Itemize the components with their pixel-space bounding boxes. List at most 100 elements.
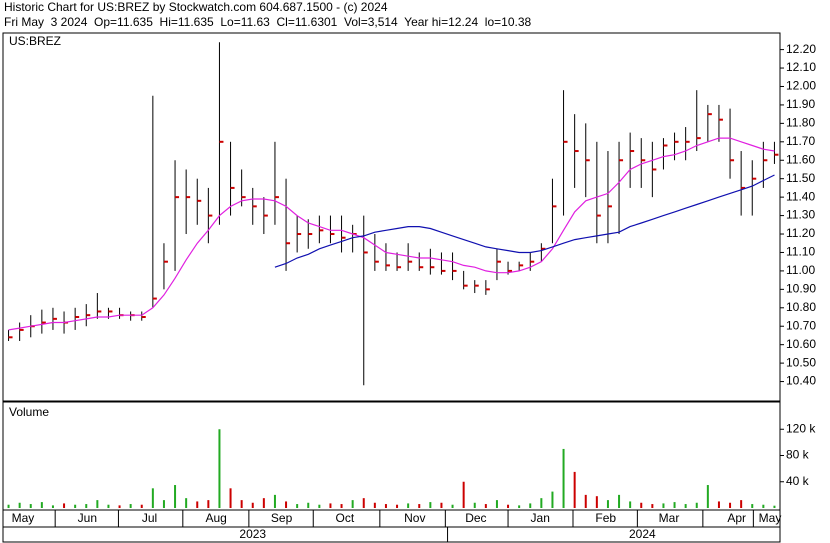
- y-tick-label: 40 k: [786, 474, 810, 488]
- symbol-label: US:BREZ: [9, 34, 61, 48]
- volume-bar: [18, 502, 21, 508]
- volume-bar: [529, 503, 532, 508]
- volume-bar: [329, 503, 332, 508]
- chart-title: Historic Chart for US:BREZ by Stockwatch…: [4, 0, 388, 14]
- volume-bar: [551, 491, 554, 508]
- volume-bar: [440, 502, 443, 508]
- y-tick-label: 11.20: [786, 226, 815, 240]
- x-tick-label: Nov: [404, 511, 425, 525]
- y-tick-label: 11.50: [786, 171, 815, 185]
- x-tick-label: Jun: [78, 511, 97, 525]
- volume-bar: [695, 502, 698, 508]
- volume-bar: [174, 485, 177, 508]
- volume-bar: [85, 504, 88, 508]
- y-tick-label: 11.10: [786, 245, 815, 259]
- volume-bar: [262, 498, 265, 508]
- volume-bar: [773, 505, 776, 508]
- volume-bar: [307, 502, 310, 508]
- volume-bar: [540, 498, 543, 508]
- y-tick-label: 120 k: [786, 421, 816, 435]
- volume-bar: [273, 494, 276, 508]
- volume-bar: [140, 504, 143, 508]
- volume-bar: [318, 504, 321, 508]
- volume-bar: [584, 494, 587, 508]
- volume-bar: [207, 500, 210, 508]
- volume-bar: [218, 429, 221, 508]
- volume-bar: [362, 498, 365, 508]
- volume-bar: [662, 503, 665, 508]
- chart-subtitle: Fri May 3 2024 Op=11.635 Hi=11.635 Lo=11…: [4, 15, 532, 29]
- volume-bar: [573, 471, 576, 508]
- x-tick-label: Apr: [727, 511, 746, 525]
- moving-average: [8, 137, 775, 331]
- volume-bar: [296, 504, 299, 508]
- y-tick-label: 10.80: [786, 300, 816, 314]
- volume-bar: [229, 488, 232, 508]
- volume-bar: [684, 504, 687, 508]
- x-tick-label: Jul: [142, 511, 157, 525]
- y-tick-label: 11.80: [786, 116, 815, 130]
- volume-bar: [751, 504, 754, 508]
- x-tick-label: May: [759, 511, 782, 525]
- volume-label: Volume: [9, 405, 49, 419]
- y-tick-label: 10.60: [786, 337, 816, 351]
- volume-bar: [451, 504, 454, 508]
- volume-bar: [373, 502, 376, 508]
- volume-bar: [507, 504, 510, 508]
- y-tick-label: 80 k: [786, 448, 810, 462]
- y-tick-label: 11.40: [786, 189, 815, 203]
- volume-bar: [96, 500, 99, 508]
- y-tick-label: 10.90: [786, 282, 816, 296]
- y-tick-label: 10.50: [786, 355, 816, 369]
- volume-bar: [240, 500, 243, 508]
- volume-bar: [484, 504, 487, 508]
- x-tick-label: Oct: [336, 511, 355, 525]
- volume-bar: [340, 504, 343, 508]
- volume-bar: [640, 502, 643, 508]
- y-tick-label: 12.20: [786, 42, 816, 56]
- volume-bar: [63, 503, 66, 508]
- volume-bar: [51, 505, 54, 508]
- x-tick-label: May: [12, 511, 35, 525]
- volume-bar: [462, 481, 465, 508]
- volume-bar: [740, 500, 743, 508]
- x-tick-label: Sep: [271, 511, 293, 525]
- volume-bar: [396, 504, 399, 508]
- volume-bar: [151, 488, 154, 508]
- y-tick-label: 11.30: [786, 208, 815, 222]
- volume-bar: [717, 501, 720, 508]
- moving-average: [274, 174, 775, 268]
- y-tick-label: 11.60: [786, 152, 815, 166]
- y-tick-label: 11.70: [786, 134, 815, 148]
- volume-bar: [407, 503, 410, 508]
- date-axis: [2, 509, 781, 543]
- x-tick-label: Mar: [659, 511, 680, 525]
- volume-bar: [384, 504, 387, 508]
- x-tick-label: Feb: [595, 511, 616, 525]
- volume-bar: [7, 504, 10, 508]
- volume-bar: [185, 498, 188, 508]
- volume-bar: [629, 501, 632, 508]
- volume-bar: [162, 500, 165, 508]
- volume-bar: [418, 504, 421, 508]
- volume-bar: [729, 502, 732, 508]
- y-tick-label: 11.00: [786, 263, 815, 277]
- volume-bar: [351, 500, 354, 508]
- volume-bar: [673, 502, 676, 508]
- volume-bar: [562, 448, 565, 508]
- volume-bar: [107, 504, 110, 508]
- volume-bar: [29, 504, 32, 508]
- x-tick-label: Aug: [205, 511, 226, 525]
- volume-bar: [618, 494, 621, 508]
- volume-bar: [518, 505, 521, 508]
- year-label: 2023: [239, 527, 266, 541]
- y-tick-label: 12.10: [786, 60, 816, 74]
- y-tick-label: 12.00: [786, 79, 816, 93]
- volume-bar: [285, 501, 288, 508]
- year-label: 2024: [629, 527, 656, 541]
- x-tick-label: Dec: [465, 511, 486, 525]
- y-tick-label: 10.40: [786, 374, 816, 388]
- price-panel: [2, 32, 781, 402]
